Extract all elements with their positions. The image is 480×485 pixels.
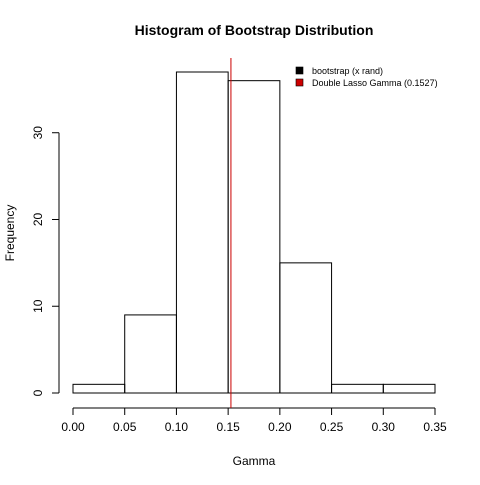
histogram-bar-3 xyxy=(227,80,281,394)
histogram-bars xyxy=(72,71,436,394)
legend-label-1: Double Lasso Gamma (0.1527) xyxy=(312,78,438,88)
legend-swatch-0 xyxy=(295,66,304,75)
x-tick-label: 0.00 xyxy=(61,420,85,434)
x-tick-label: 0.15 xyxy=(216,420,240,434)
histogram-bar-4 xyxy=(279,262,333,394)
y-axis-label: Frequency xyxy=(3,205,17,262)
x-tick-label: 0.10 xyxy=(165,420,189,434)
x-axis: 0.00 0.05 0.10 0.15 0.20 0.25 0.30 0.35 xyxy=(61,407,447,434)
x-tick-label: 0.20 xyxy=(268,420,292,434)
x-tick-label: 0.05 xyxy=(113,420,137,434)
y-tick-label: 10 xyxy=(31,299,45,313)
y-tick-label: 20 xyxy=(31,212,45,226)
y-tick-label: 0 xyxy=(31,389,45,396)
legend-swatch-1 xyxy=(295,78,304,87)
legend-label-0: bootstrap (x rand) xyxy=(312,66,383,76)
x-tick-label: 0.25 xyxy=(320,420,344,434)
x-tick-label: 0.35 xyxy=(423,420,447,434)
y-axis: 0 10 20 30 xyxy=(31,126,60,396)
x-tick-label: 0.30 xyxy=(372,420,396,434)
x-axis-label: Gamma xyxy=(233,454,276,468)
legend: bootstrap (x rand) Double Lasso Gamma (0.… xyxy=(295,66,438,88)
chart-title: Histogram of Bootstrap Distribution xyxy=(135,22,374,38)
histogram-bar-6 xyxy=(382,383,436,394)
y-tick-label: 30 xyxy=(31,126,45,140)
